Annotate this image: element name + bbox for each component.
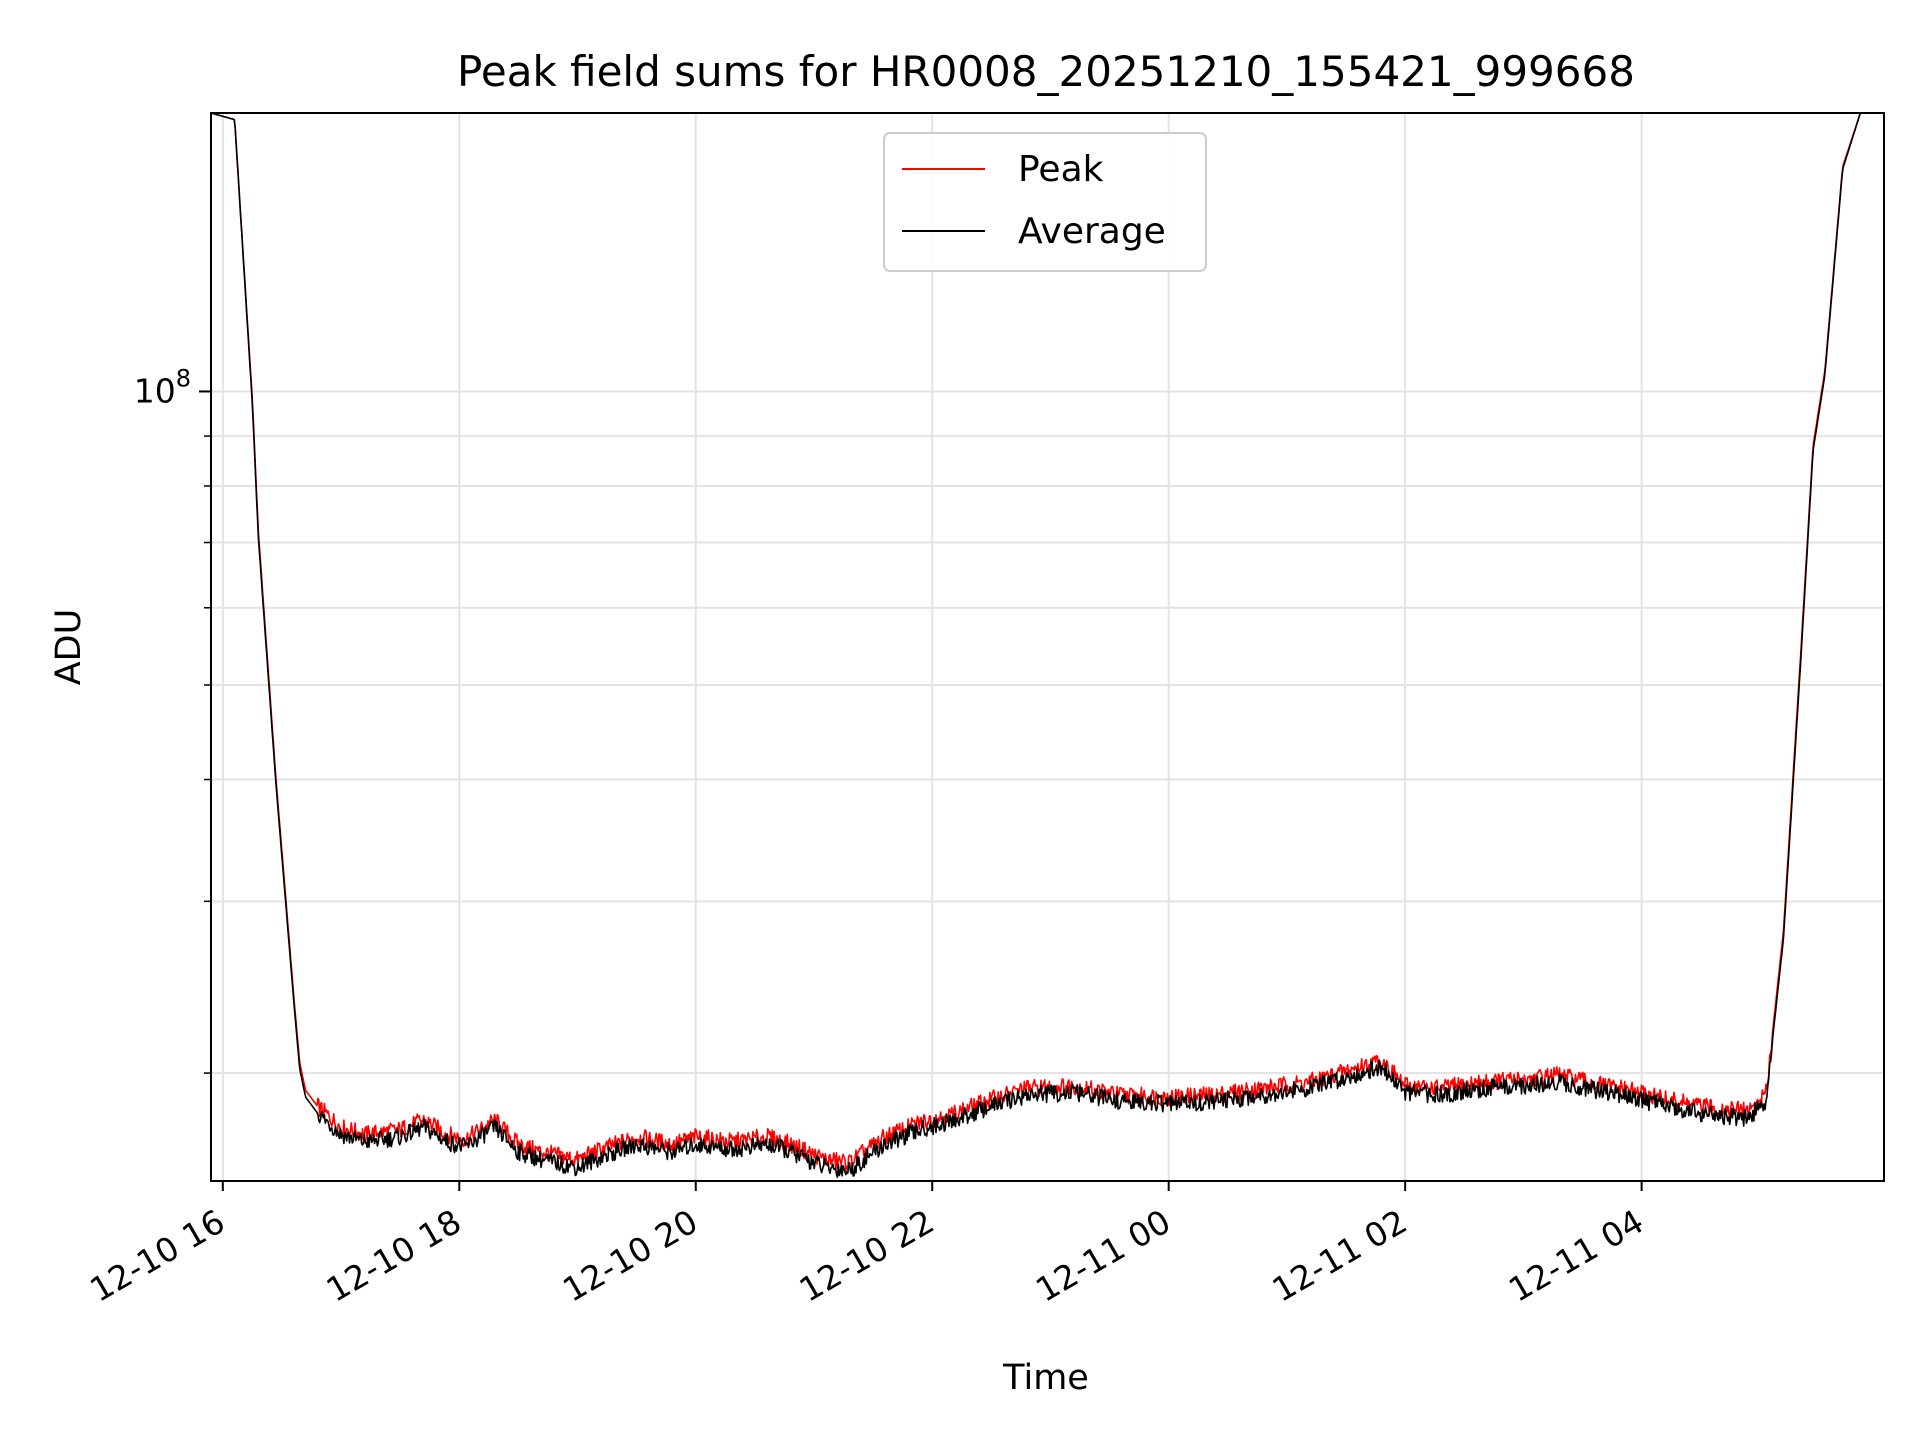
y-tick-label: 108 [134,364,191,410]
series-line-average [210,112,1884,1179]
x-axis-label: Time [1002,1358,1089,1398]
plot-frame [210,112,1885,1182]
chart-title: Peak field sums for HR0008_20251210_1554… [457,47,1635,96]
series-layer [210,112,1884,1179]
y-axis-label: ADU [49,609,89,686]
legend: Peak Average [883,132,1207,272]
legend-peak-label: Peak [1018,149,1104,190]
legend-average-label: Average [1018,211,1166,252]
legend-box [883,132,1207,272]
grid-layer [211,113,1884,1181]
